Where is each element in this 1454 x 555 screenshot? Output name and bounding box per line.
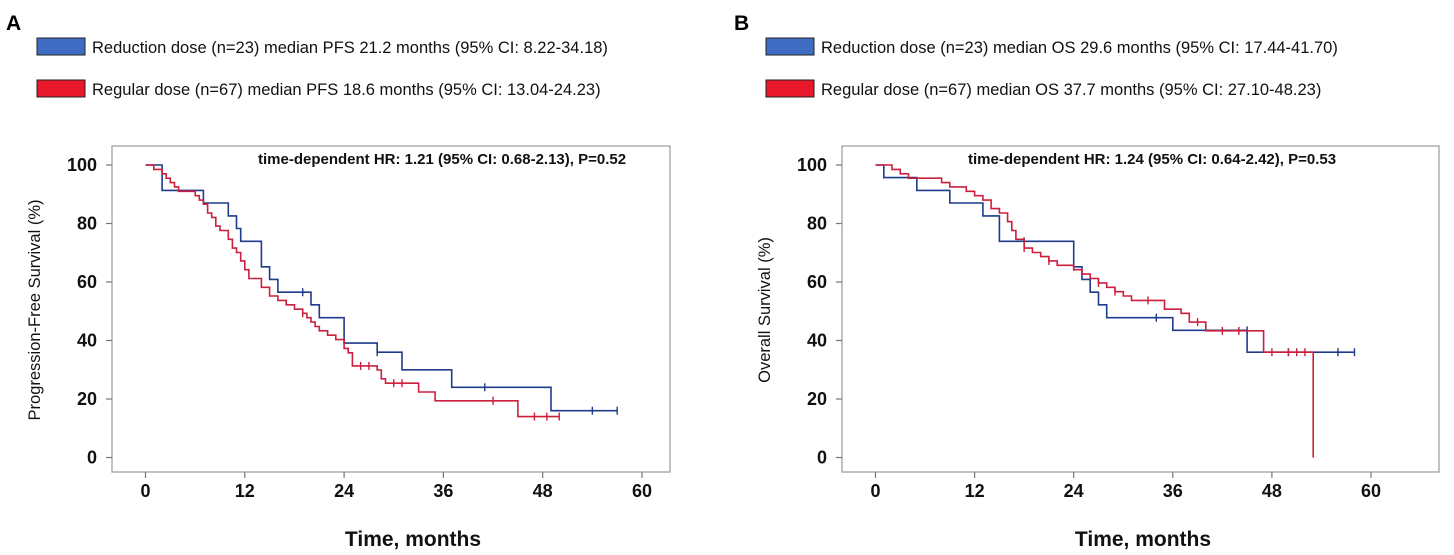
y-tick-label: 20 — [807, 389, 827, 409]
legend-label-regular: Regular dose (n=67) median PFS 18.6 mont… — [92, 81, 601, 99]
x-tick-label: 36 — [1163, 481, 1183, 501]
y-tick-label: 100 — [797, 155, 827, 175]
x-tick-label: 24 — [334, 481, 354, 501]
y-tick-label: 100 — [67, 155, 97, 175]
legend-swatch-reduction — [765, 37, 815, 56]
y-tick-label: 20 — [77, 389, 97, 409]
y-tick-label: 60 — [807, 272, 827, 292]
legend-label-regular: Regular dose (n=67) median OS 37.7 month… — [821, 81, 1321, 99]
y-tick-label: 40 — [77, 331, 97, 351]
x-tick-label: 12 — [235, 481, 255, 501]
legend-swatch-regular — [765, 79, 815, 98]
plot-frame — [111, 145, 671, 473]
series-line-regular-dose — [875, 164, 1314, 458]
x-tick-label: 48 — [533, 481, 553, 501]
legend-label-reduction: Reduction dose (n=23) median OS 29.6 mon… — [821, 39, 1338, 57]
x-tick-label: 60 — [1361, 481, 1381, 501]
x-tick-label: 0 — [140, 481, 150, 501]
x-axis-title: Time, months — [1075, 528, 1211, 551]
x-tick-label: 0 — [870, 481, 880, 501]
x-axis-title: Time, months — [345, 528, 481, 551]
x-tick-label: 24 — [1064, 481, 1084, 501]
x-tick-label: 12 — [965, 481, 985, 501]
y-tick-label: 0 — [817, 448, 827, 468]
hr-annotation: time-dependent HR: 1.21 (95% CI: 0.68-2.… — [258, 151, 626, 168]
series-lines — [145, 164, 618, 421]
y-tick-label: 0 — [87, 448, 97, 468]
series-line-regular-dose — [145, 164, 560, 418]
axis-ticks: 0 12 24 36 48 60 0 20 40 60 80 100 — [797, 155, 1381, 501]
legend-label-reduction: Reduction dose (n=23) median PFS 21.2 mo… — [92, 39, 608, 57]
y-tick-label: 80 — [807, 214, 827, 234]
y-tick-label: 80 — [77, 214, 97, 234]
series-line-reduction-dose — [145, 164, 618, 412]
panel-b: B Reduction dose (n=23) median OS 29.6 m… — [734, 12, 1440, 551]
x-tick-label: 36 — [433, 481, 453, 501]
x-tick-label: 60 — [632, 481, 652, 501]
legend-swatch-regular — [36, 79, 86, 98]
y-axis-title: Overall Survival (%) — [756, 237, 774, 383]
series-lines — [875, 164, 1356, 458]
series-line-reduction-dose — [875, 164, 1355, 353]
y-tick-label: 40 — [807, 331, 827, 351]
panel-a-label: A — [6, 12, 21, 35]
plot-frame — [841, 145, 1440, 473]
axis-ticks: 0 12 24 36 48 60 0 20 40 60 80 100 — [67, 155, 652, 501]
legend-swatch-reduction — [36, 37, 86, 56]
hr-annotation: time-dependent HR: 1.24 (95% CI: 0.64-2.… — [968, 151, 1336, 168]
y-axis-title: Progression-Free Survival (%) — [26, 200, 44, 421]
y-tick-label: 60 — [77, 272, 97, 292]
panel-a: A Reduction dose (n=23) median PFS 21.2 … — [6, 12, 671, 551]
x-tick-label: 48 — [1262, 481, 1282, 501]
panel-b-label: B — [734, 12, 749, 35]
